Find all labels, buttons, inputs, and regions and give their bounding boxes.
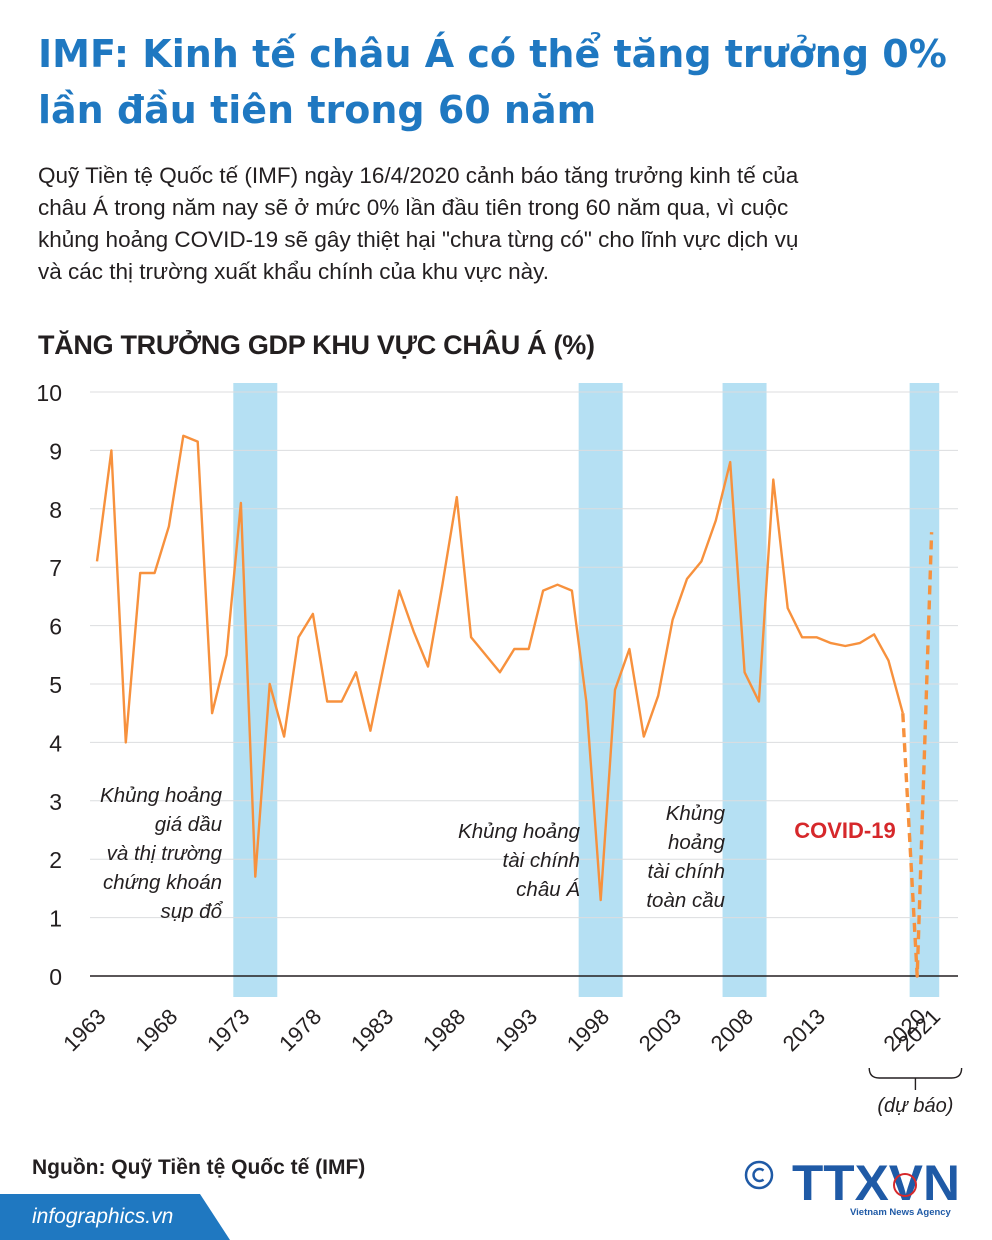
crisis-label: Khủng hoảng (100, 784, 223, 807)
crisis-annotations: Khủng hoảng giá dầu và thị trường chứng kho… (100, 784, 896, 923)
y-tick-label: 9 (49, 438, 62, 464)
x-tick-label: 1983 (346, 1004, 398, 1056)
x-tick-label: 1998 (562, 1004, 614, 1056)
x-tick-label: 1993 (490, 1004, 542, 1056)
series-lines (95, 434, 934, 978)
x-tick-label: 1988 (418, 1004, 470, 1056)
gdp-growth-line (95, 434, 904, 902)
crisis-label: tài chính (648, 860, 726, 883)
x-tick-label: 2008 (706, 1004, 758, 1056)
y-tick-label: 5 (49, 672, 62, 698)
site-link[interactable]: infographics.vn (32, 1205, 174, 1228)
x-tick-label: 2003 (634, 1004, 686, 1056)
forecast-bracket-line (868, 1067, 963, 1079)
grid-lines (90, 391, 958, 977)
x-tick-label: 1963 (58, 1004, 110, 1056)
crisis-label: Khủng (666, 802, 726, 825)
x-tick-labels: 1963 1968 1973 1978 1983 1988 1993 1998 2003 2008… (58, 1004, 945, 1056)
crisis-label: và thị trường (107, 842, 223, 865)
logo-subtext: Vietnam News Agency (850, 1207, 952, 1218)
crisis-label: chứng khoán (103, 871, 222, 894)
x-tick-label: 1973 (202, 1004, 254, 1056)
title-line-2: lần đầu tiên trong 60 năm (38, 88, 597, 132)
y-tick-label: 8 (49, 497, 62, 523)
crisis-label: châu Á (516, 878, 580, 901)
y-tick-label: 10 (36, 380, 62, 406)
x-tick-label: 2013 (778, 1004, 830, 1056)
crisis-label: hoảng (668, 831, 726, 854)
title-line-1: IMF: Kinh tế châu Á có thể tăng trưởng 0… (38, 32, 947, 76)
footer-band (0, 1194, 230, 1240)
globe-icon (893, 1173, 917, 1197)
highlight-bands (233, 383, 940, 997)
forecast-line (901, 532, 934, 978)
intro-line-1: Quỹ Tiền tệ Quốc tế (IMF) ngày 16/4/2020… (38, 163, 799, 188)
crisis-label: sụp đổ (160, 900, 223, 923)
intro-line-3: khủng hoảng COVID-19 sẽ gây thiệt hại "c… (38, 227, 799, 252)
crisis-label: Khủng hoảng (458, 820, 581, 843)
source-note: Nguồn: Quỹ Tiền tệ Quốc tế (IMF) (32, 1156, 366, 1179)
forecast-label: (dự báo) (877, 1095, 953, 1117)
intro-line-2: châu Á trong năm nay sẽ ở mức 0% lần đầu… (38, 195, 789, 220)
y-tick-label: 4 (49, 730, 62, 756)
copyright-icon (744, 1160, 774, 1190)
logo-wordmark: TTXVN (792, 1158, 960, 1211)
x-tick-label: 1978 (274, 1004, 326, 1056)
y-tick-label: 2 (49, 847, 62, 873)
page-title: IMF: Kinh tế châu Á có thể tăng trưởng 0… (38, 26, 968, 138)
y-tick-label: 0 (49, 964, 62, 990)
crisis-label: giá dầu (155, 813, 222, 836)
x-tick-label: 1968 (130, 1004, 182, 1056)
intro-paragraph: Quỹ Tiền tệ Quốc tế (IMF) ngày 16/4/2020… (38, 160, 968, 288)
y-tick-label: 7 (49, 555, 62, 581)
covid-label: COVID-19 (794, 818, 895, 843)
forecast-bracket: (dự báo) (868, 1067, 963, 1117)
y-tick-label: 6 (49, 614, 62, 640)
y-tick-label: 3 (49, 789, 62, 815)
intro-line-4: và các thị trường xuất khẩu chính của kh… (38, 259, 549, 284)
ttxvn-logo: TTXVN Vietnam News Agency (792, 1158, 960, 1218)
crisis-label: tài chính (503, 849, 581, 872)
chart-title: TĂNG TRƯỞNG GDP KHU VỰC CHÂU Á (%) (38, 330, 595, 360)
crisis-label: toàn cầu (646, 889, 725, 912)
highlight-band (909, 383, 940, 997)
y-tick-label: 1 (49, 906, 62, 932)
